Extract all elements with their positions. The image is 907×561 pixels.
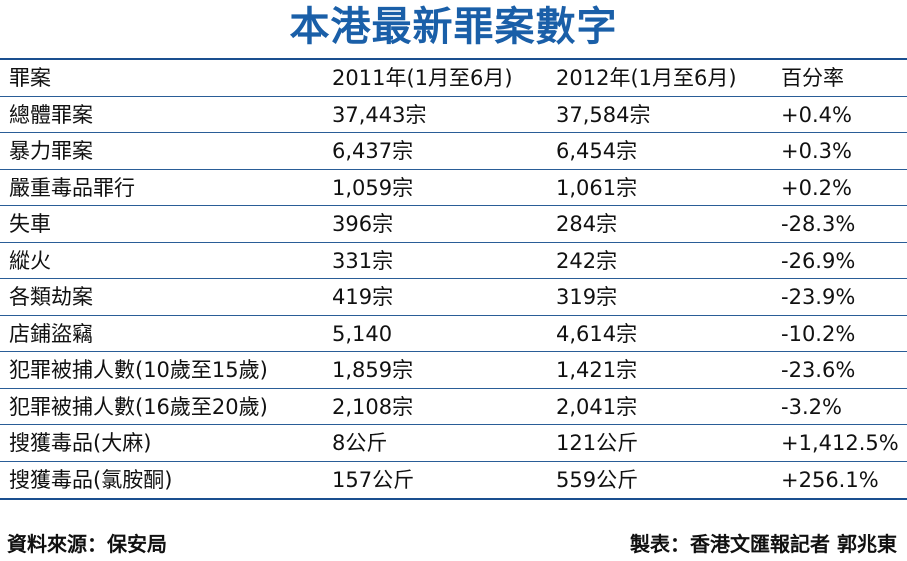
- table-row: 縱火 331宗 242宗 -26.9%: [0, 243, 907, 279]
- value-2012-cell: 2,041宗: [556, 394, 638, 419]
- percentage-cell: +1,412.5%: [781, 431, 899, 455]
- value-2011-cell: 37,443宗: [332, 102, 427, 127]
- value-2012-cell: 284宗: [556, 212, 618, 236]
- value-2012-cell: 4,614宗: [556, 321, 638, 346]
- crime-cell: 犯罪被捕人數(10歲至15歲): [9, 358, 268, 382]
- value-2012-cell: 242宗: [556, 248, 618, 273]
- header-crime: 罪案: [9, 66, 51, 90]
- value-2012-cell: 319宗: [556, 285, 618, 309]
- value-2012-cell: 1,061宗: [556, 175, 638, 200]
- value-2011-cell: 331宗: [332, 248, 394, 273]
- percentage-cell: +0.3%: [781, 139, 852, 163]
- value-2011-cell: 8公斤: [332, 431, 388, 455]
- crime-cell: 搜獲毒品(氯胺酮): [9, 467, 173, 492]
- table-row: 嚴重毒品罪行 1,059宗 1,061宗 +0.2%: [0, 170, 907, 206]
- value-2011-cell: 6,437宗: [332, 139, 414, 163]
- crime-cell: 總體罪案: [9, 102, 93, 127]
- table-row: 店鋪盜竊 5,140 4,614宗 -10.2%: [0, 316, 907, 352]
- table-row: 犯罪被捕人數(16歲至20歲) 2,108宗 2,041宗 -3.2%: [0, 389, 907, 425]
- value-2011-cell: 5,140: [332, 321, 393, 346]
- value-2011-cell: 419宗: [332, 285, 394, 309]
- table-row: 總體罪案 37,443宗 37,584宗 +0.4%: [0, 97, 907, 133]
- header-2011: 2011年(1月至6月): [332, 66, 513, 90]
- table-row: 各類劫案 419宗 319宗 -23.9%: [0, 279, 907, 316]
- crime-cell: 犯罪被捕人數(16歲至20歲): [9, 394, 268, 419]
- crime-cell: 縱火: [9, 248, 51, 273]
- value-2012-cell: 1,421宗: [556, 358, 638, 382]
- value-2011-cell: 2,108宗: [332, 394, 414, 419]
- value-2012-cell: 6,454宗: [556, 139, 638, 163]
- header-percentage: 百分率: [781, 66, 844, 90]
- crime-cell: 嚴重毒品罪行: [9, 175, 135, 200]
- value-2011-cell: 396宗: [332, 212, 394, 236]
- table-row: 犯罪被捕人數(10歲至15歲) 1,859宗 1,421宗 -23.6%: [0, 352, 907, 389]
- crime-cell: 店鋪盜竊: [9, 321, 93, 346]
- crime-cell: 各類劫案: [9, 285, 93, 309]
- crime-cell: 暴力罪案: [9, 139, 93, 163]
- table-credit: 製表：香港文匯報記者 郭兆東: [630, 532, 897, 556]
- value-2011-cell: 157公斤: [332, 467, 415, 492]
- value-2012-cell: 559公斤: [556, 467, 639, 492]
- value-2012-cell: 37,584宗: [556, 102, 651, 127]
- percentage-cell: +256.1%: [781, 467, 879, 492]
- value-2011-cell: 1,059宗: [332, 175, 414, 200]
- percentage-cell: -23.9%: [781, 285, 856, 309]
- table-row: 失車 396宗 284宗 -28.3%: [0, 206, 907, 243]
- percentage-cell: -3.2%: [781, 394, 842, 419]
- percentage-cell: -23.6%: [781, 358, 856, 382]
- crime-cell: 搜獲毒品(大麻): [9, 431, 152, 455]
- value-2011-cell: 1,859宗: [332, 358, 414, 382]
- footer: 資料來源：保安局 製表：香港文匯報記者 郭兆東: [0, 528, 907, 561]
- crime-cell: 失車: [9, 212, 51, 236]
- table-row: 搜獲毒品(氯胺酮) 157公斤 559公斤 +256.1%: [0, 462, 907, 499]
- percentage-cell: +0.2%: [781, 175, 852, 200]
- header-2012: 2012年(1月至6月): [556, 66, 737, 90]
- table-row: 搜獲毒品(大麻) 8公斤 121公斤 +1,412.5%: [0, 425, 907, 462]
- crime-statistics-table: 罪案 2011年(1月至6月) 2012年(1月至6月) 百分率 總體罪案 37,…: [0, 58, 907, 500]
- table-row: 暴力罪案 6,437宗 6,454宗 +0.3%: [0, 133, 907, 170]
- percentage-cell: -28.3%: [781, 212, 856, 236]
- percentage-cell: -10.2%: [781, 321, 856, 346]
- page-title: 本港最新罪案數字: [289, 4, 618, 50]
- data-source: 資料來源：保安局: [7, 532, 167, 556]
- percentage-cell: +0.4%: [781, 102, 852, 127]
- percentage-cell: -26.9%: [781, 248, 856, 273]
- table-header-row: 罪案 2011年(1月至6月) 2012年(1月至6月) 百分率: [0, 60, 907, 97]
- value-2012-cell: 121公斤: [556, 431, 639, 455]
